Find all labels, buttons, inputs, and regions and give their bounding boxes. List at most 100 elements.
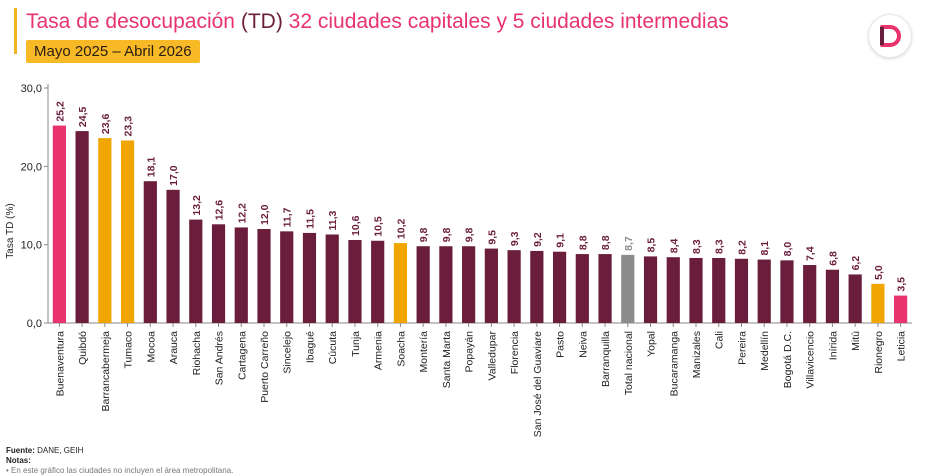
category-labels-group: Buenaventura Quibdó Barrancabermeja Tumaco M… <box>54 323 908 437</box>
value-label: 17,0 <box>168 165 180 186</box>
x-tick-label: Armenia <box>373 331 385 370</box>
bar <box>52 125 66 323</box>
bar <box>621 254 635 323</box>
bar <box>75 131 89 323</box>
bar <box>143 181 157 323</box>
bar <box>803 265 817 323</box>
bar <box>598 254 612 323</box>
value-label: 13,2 <box>191 195 203 216</box>
x-tick-label: Cartagena <box>236 331 248 380</box>
value-label: 7,4 <box>805 246 817 261</box>
x-tick-label: Cúcuta <box>327 331 339 364</box>
bar <box>189 219 203 323</box>
value-label: 9,3 <box>509 231 521 246</box>
value-label: 6,2 <box>850 256 862 271</box>
bar <box>257 229 271 323</box>
y-axis-label: Tasa TD (%) <box>5 203 16 258</box>
value-labels-group: 25,2 24,5 23,6 23,3 18,1 17,0 13,2 12,6 12,2 12,0… <box>54 101 907 292</box>
bar <box>712 257 726 323</box>
x-tick-label: Cali <box>714 331 726 349</box>
x-tick-label: Puerto Carreño <box>259 331 271 403</box>
title-accent-bar <box>14 8 17 54</box>
note-1: • En este gráfico las ciudades no incluy… <box>6 466 234 475</box>
x-tick-label: Pereira <box>736 331 748 365</box>
bar <box>211 224 226 323</box>
x-tick-label: Santa Marta <box>441 331 453 388</box>
value-label: 25,2 <box>54 101 66 122</box>
value-label: 8,0 <box>782 242 794 257</box>
source-label: Fuente: <box>6 446 35 455</box>
value-label: 8,5 <box>646 238 658 253</box>
bar <box>507 250 521 323</box>
x-tick-label: Florencia <box>509 331 521 374</box>
y-tick-label: 30,0 <box>21 83 42 95</box>
value-label: 11,7 <box>282 207 294 227</box>
x-tick-label: Yopal <box>646 331 658 357</box>
x-tick-label: Sincelejo <box>282 331 294 374</box>
value-label: 3,5 <box>896 277 908 292</box>
value-label: 18,1 <box>145 157 157 178</box>
footer: Fuente: DANE, GEIH Notas: • En este gráf… <box>6 446 233 476</box>
value-label: 8,7 <box>623 236 635 251</box>
x-tick-label: Mocoa <box>145 331 157 363</box>
bar <box>757 259 771 323</box>
value-label: 5,0 <box>873 265 885 280</box>
title-scope: 32 ciudades capitales y 5 ciudades inter… <box>288 10 729 33</box>
bar <box>552 251 567 323</box>
x-tick-label: Buenaventura <box>54 331 66 397</box>
dane-logo-icon: D <box>880 25 901 47</box>
value-label: 12,6 <box>214 200 226 221</box>
value-label: 12,0 <box>259 204 271 225</box>
bar <box>643 256 658 323</box>
x-tick-label: San José del Guaviare <box>532 331 544 437</box>
value-label: 9,8 <box>441 227 453 242</box>
x-tick-label: Mitú <box>850 331 862 351</box>
bar <box>484 248 498 323</box>
value-label: 8,8 <box>600 235 612 250</box>
bar <box>462 246 476 323</box>
x-tick-label: Leticia <box>896 331 908 362</box>
x-tick-label: Quibdó <box>77 331 89 365</box>
value-label: 6,8 <box>827 251 839 266</box>
value-label: 12,2 <box>236 203 248 224</box>
x-tick-label: Soacha <box>395 331 407 367</box>
y-tick-label: 10,0 <box>21 240 42 252</box>
bar <box>825 269 840 323</box>
page-title: Tasa de desocupación (TD) 32 ciudades ca… <box>26 10 729 34</box>
x-tick-label: Popayán <box>464 331 476 373</box>
x-tick-label: Riohacha <box>191 331 203 376</box>
value-label: 8,3 <box>691 239 703 254</box>
x-tick-label: Montería <box>418 331 430 373</box>
value-label: 9,5 <box>486 230 498 245</box>
value-label: 9,8 <box>464 227 476 242</box>
bar <box>871 283 885 323</box>
value-label: 23,3 <box>123 116 135 137</box>
x-tick-label: Ibagué <box>304 331 316 363</box>
value-label: 10,2 <box>395 219 407 240</box>
x-tick-label: Barranquilla <box>600 331 612 387</box>
value-label: 24,5 <box>77 106 89 127</box>
value-label: 11,3 <box>327 210 339 230</box>
y-tick-label: 20,0 <box>21 161 42 173</box>
x-tick-label: Neiva <box>577 331 589 358</box>
bar <box>530 250 544 323</box>
notes-label: Notas: <box>6 456 31 465</box>
value-label: 9,2 <box>532 232 544 247</box>
x-tick-label: Tunja <box>350 331 362 357</box>
bar <box>894 295 908 323</box>
bar <box>302 232 317 323</box>
x-tick-label: Bogotá D.C. <box>782 331 794 388</box>
bars-group <box>52 125 908 323</box>
x-tick-label: Inírida <box>827 331 839 360</box>
x-tick-label: Bucaramanga <box>668 331 680 397</box>
value-label: 10,6 <box>350 215 362 236</box>
dane-logo: D <box>868 14 912 58</box>
title-abbrev: (TD) <box>235 10 289 33</box>
bar <box>98 138 112 323</box>
bar <box>280 231 294 323</box>
bar <box>416 246 430 323</box>
x-tick-label: Total nacional <box>623 331 635 395</box>
bar <box>393 243 408 323</box>
period-badge: Mayo 2025 – Abril 2026 <box>26 40 200 63</box>
x-tick-label: San Andrés <box>214 331 226 385</box>
